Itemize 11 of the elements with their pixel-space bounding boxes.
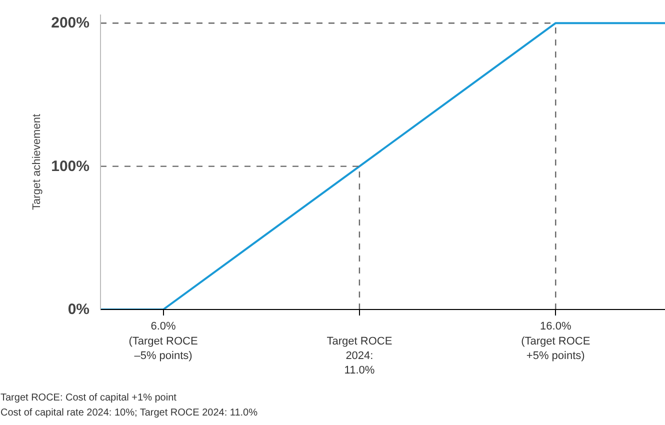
x-tick-label: 16.0% xyxy=(540,320,572,332)
text: (Target ROCE –5% points) xyxy=(128,336,198,362)
text: Target ROCE 2024: 11.0% xyxy=(326,336,392,376)
y-axis-title: Target achievement xyxy=(31,114,44,210)
y-tick-label: 0% xyxy=(68,301,90,318)
y-tick-label: 200% xyxy=(51,14,90,32)
text: Target ROCE: Cost of capital +1% point xyxy=(0,392,177,404)
text: Cost of capital rate 2024: 10%; Target ROCE 2024: 11.0% xyxy=(0,408,258,418)
text: (Target ROCE +5% points) xyxy=(521,336,590,362)
y-tick-label: 100% xyxy=(51,158,90,175)
x-tick-label: 6.0% xyxy=(150,320,176,332)
